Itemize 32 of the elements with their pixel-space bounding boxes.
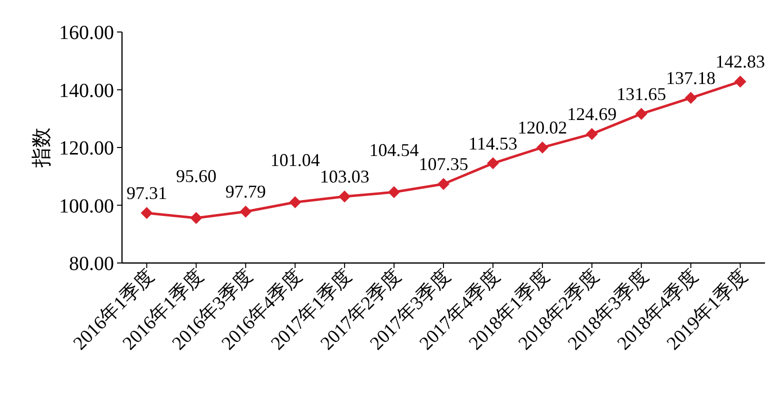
point	[240, 206, 252, 218]
text: 107.35	[418, 154, 468, 174]
text: 131.65	[616, 84, 666, 104]
text: 137.18	[666, 68, 716, 88]
y-tick-label: 140.00	[59, 80, 114, 102]
point	[438, 178, 450, 190]
text: 101.04	[270, 150, 320, 170]
point	[635, 108, 648, 120]
point	[289, 196, 302, 208]
text: 124.69	[567, 104, 617, 124]
text: 97.79	[225, 182, 266, 202]
point	[536, 141, 548, 154]
text: 97.31	[126, 183, 167, 204]
text: 142.83	[716, 52, 766, 72]
point	[486, 157, 499, 170]
text: 95.60	[176, 166, 216, 186]
text: 103.03	[320, 166, 370, 186]
y-axis-title: 指数	[31, 128, 53, 168]
point	[388, 186, 400, 198]
point	[338, 190, 351, 202]
y-tick-label: 120.00	[59, 138, 114, 160]
point	[586, 128, 598, 140]
y-tick-label: 80.00	[69, 253, 114, 275]
text: 120.02	[518, 117, 568, 138]
y-tick-label: 160.00	[59, 22, 114, 44]
text: 104.54	[369, 140, 419, 160]
y-tick-label: 100.00	[59, 195, 114, 218]
point	[684, 92, 697, 104]
point	[140, 207, 153, 220]
point	[734, 76, 746, 88]
point	[190, 212, 202, 224]
text: 114.53	[468, 133, 518, 154]
